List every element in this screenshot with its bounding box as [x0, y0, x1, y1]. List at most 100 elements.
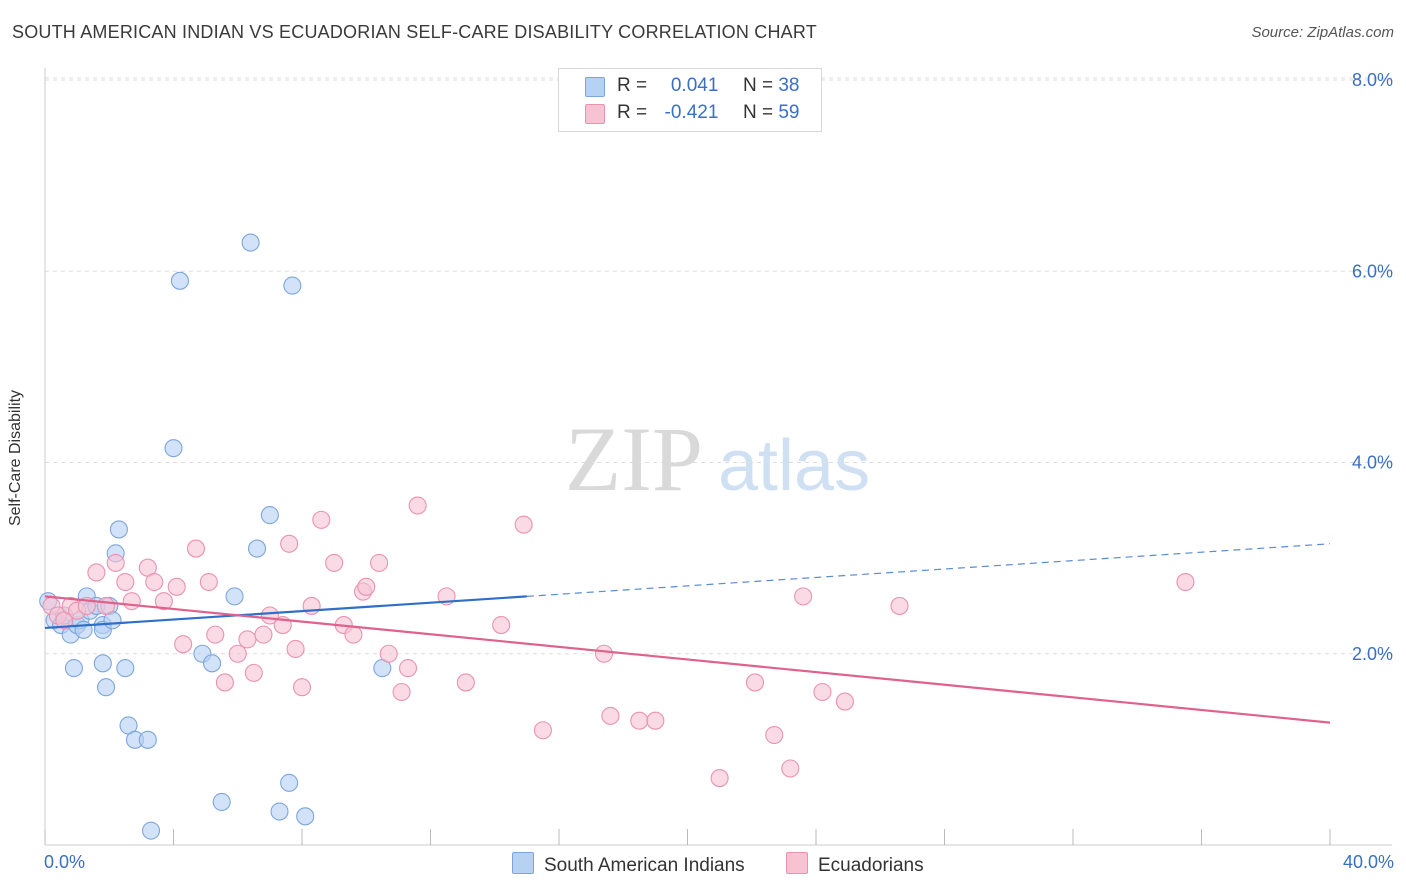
- y-tick-label: 6.0%: [1352, 261, 1393, 281]
- point-ecuadorians: [286, 639, 305, 659]
- point-ecuadorians: [601, 706, 620, 725]
- x-axis-max-label: 40.0%: [1342, 852, 1394, 872]
- point-ecuadorians: [199, 572, 218, 592]
- point-south-american-indians: [296, 807, 315, 826]
- point-south-american-indians: [247, 539, 267, 558]
- point-south-american-indians: [64, 659, 83, 678]
- point-ecuadorians: [167, 577, 186, 596]
- point-ecuadorians: [514, 515, 533, 534]
- point-ecuadorians: [357, 577, 376, 596]
- trend-line-ecuadorians: [44, 595, 1331, 724]
- point-south-american-indians: [74, 620, 93, 639]
- y-tick-label: 8.0%: [1352, 70, 1393, 90]
- point-south-american-indians: [93, 654, 112, 673]
- point-south-american-indians: [109, 520, 128, 539]
- point-ecuadorians: [228, 644, 247, 663]
- series-legend-ecuadorians: Ecuadorians: [786, 852, 924, 877]
- series-swatch-blue: [512, 852, 534, 874]
- point-ecuadorians: [745, 673, 765, 692]
- point-ecuadorians: [325, 553, 344, 572]
- chart-title: SOUTH AMERICAN INDIAN VS ECUADORIAN SELF…: [12, 22, 817, 42]
- point-ecuadorians: [254, 625, 273, 644]
- point-ecuadorians: [238, 630, 257, 649]
- point-ecuadorians: [594, 644, 614, 663]
- point-ecuadorians: [96, 596, 116, 615]
- point-ecuadorians: [710, 769, 729, 788]
- legend-r-value: 0.041: [670, 75, 719, 96]
- trend-lines-layer: [44, 543, 1331, 724]
- point-ecuadorians: [630, 711, 649, 730]
- point-south-american-indians: [212, 792, 231, 812]
- series-name: Ecuadorians: [818, 855, 924, 876]
- point-ecuadorians: [244, 663, 263, 682]
- point-ecuadorians: [106, 553, 125, 572]
- grid-layer: [45, 77, 1392, 655]
- legend-n-label: N =: [742, 102, 774, 123]
- tick-labels-layer: 2.0% 4.0% 6.0% 8.0%: [1352, 70, 1393, 664]
- point-ecuadorians: [533, 721, 552, 740]
- point-south-american-indians: [116, 659, 135, 678]
- point-south-american-indians: [283, 276, 302, 295]
- point-ecuadorians: [835, 692, 854, 711]
- legend-n-label: N =: [742, 75, 774, 96]
- series-name: South American Indians: [544, 855, 745, 876]
- point-ecuadorians: [344, 625, 363, 644]
- point-ecuadorians: [765, 725, 784, 745]
- trend-line-south-american-indians: [44, 595, 527, 630]
- point-south-american-indians: [96, 678, 116, 697]
- point-ecuadorians: [1176, 572, 1195, 592]
- point-ecuadorians: [215, 673, 234, 692]
- point-ecuadorians: [794, 587, 813, 606]
- point-ecuadorians: [312, 510, 331, 529]
- y-axis-label: Self-Care Disability: [7, 389, 24, 527]
- legend-n-value: 59: [778, 102, 800, 123]
- point-ecuadorians: [379, 644, 398, 663]
- point-ecuadorians: [646, 711, 665, 730]
- point-ecuadorians: [154, 592, 173, 611]
- watermark-atlas: atlas: [718, 426, 870, 506]
- point-ecuadorians: [398, 659, 418, 678]
- series-legend-south-american-indians: South American Indians: [512, 852, 745, 877]
- series-swatch-pink: [786, 852, 808, 874]
- point-ecuadorians: [292, 678, 312, 697]
- y-tick-label: 2.0%: [1352, 644, 1393, 664]
- point-ecuadorians: [116, 572, 135, 592]
- legend-swatch-blue: [585, 77, 605, 97]
- point-ecuadorians: [186, 539, 206, 558]
- legend-swatch-pink: [585, 104, 605, 124]
- point-ecuadorians: [813, 682, 832, 702]
- point-south-american-indians: [280, 773, 299, 792]
- point-south-american-indians: [241, 233, 260, 252]
- y-tick-label: 4.0%: [1352, 453, 1393, 473]
- point-south-american-indians: [138, 730, 157, 749]
- point-ecuadorians: [206, 625, 225, 644]
- points-layer: [39, 233, 1195, 840]
- legend-r-value: -0.421: [664, 102, 719, 123]
- point-ecuadorians: [145, 572, 164, 592]
- legend-r-label: R =: [617, 102, 648, 123]
- point-ecuadorians: [280, 534, 299, 553]
- point-ecuadorians: [492, 616, 511, 635]
- point-ecuadorians: [890, 596, 909, 615]
- legend-r-label: R =: [617, 75, 648, 96]
- point-ecuadorians: [392, 682, 411, 702]
- point-ecuadorians: [370, 553, 389, 572]
- point-south-american-indians: [141, 821, 161, 840]
- trend-line-extension-south-american-indians: [526, 543, 1331, 597]
- x-axis-min-label: 0.0%: [44, 852, 86, 872]
- correlation-legend: R = 0.041 N = 38 R = -0.421 N = 59: [558, 68, 822, 132]
- point-south-american-indians: [260, 506, 279, 525]
- point-south-american-indians: [225, 587, 244, 606]
- point-south-american-indians: [170, 271, 189, 290]
- point-ecuadorians: [122, 592, 141, 611]
- point-ecuadorians: [781, 759, 800, 778]
- point-south-american-indians: [203, 654, 222, 673]
- point-ecuadorians: [456, 673, 475, 692]
- source-label: Source: ZipAtlas.com: [1251, 24, 1394, 41]
- axes-layer: [44, 68, 1392, 846]
- point-ecuadorians: [408, 496, 427, 515]
- watermark-zip: ZIP: [565, 408, 703, 510]
- point-ecuadorians: [87, 563, 106, 582]
- point-south-american-indians: [270, 802, 289, 821]
